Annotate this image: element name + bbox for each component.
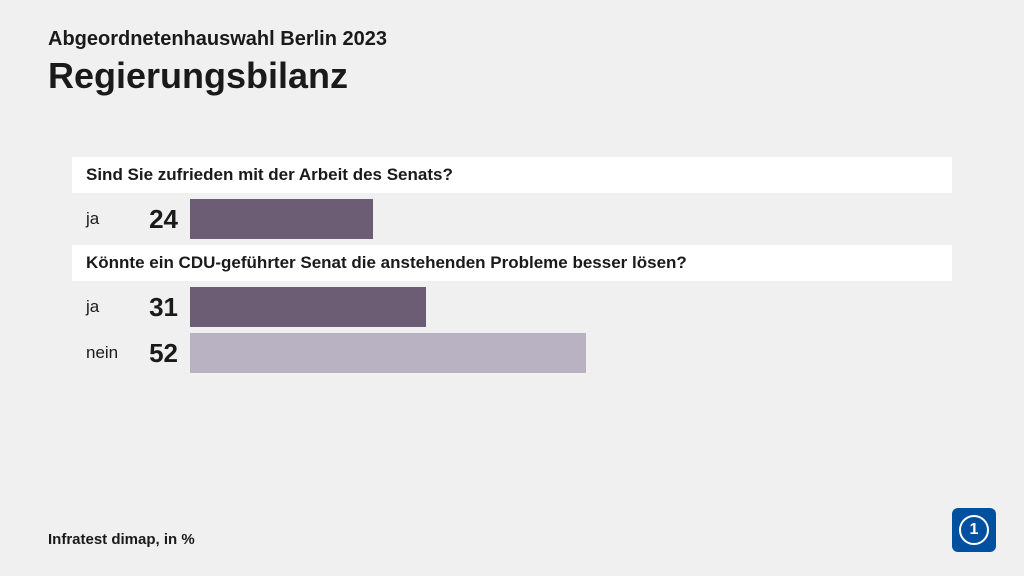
chart-area: Sind Sie zufrieden mit der Arbeit des Se… xyxy=(0,97,1024,373)
bar-label: nein xyxy=(72,343,134,363)
bar-fill xyxy=(190,333,586,373)
page-title: Regierungsbilanz xyxy=(48,55,976,97)
logo-circle-icon: 1 xyxy=(959,515,989,545)
bar-label: ja xyxy=(72,297,134,317)
bar-value: 24 xyxy=(134,204,190,235)
question-row: Könnte ein CDU-geführter Senat die anste… xyxy=(72,245,952,281)
bar-row: ja 24 xyxy=(72,199,952,239)
bar-value: 52 xyxy=(134,338,190,369)
question-row: Sind Sie zufrieden mit der Arbeit des Se… xyxy=(72,157,952,193)
bar-container xyxy=(190,333,952,373)
logo-text: 1 xyxy=(970,521,979,539)
bar-container xyxy=(190,287,952,327)
subtitle: Abgeordnetenhauswahl Berlin 2023 xyxy=(48,28,976,51)
source-name: Infratest dimap xyxy=(48,531,156,548)
footer-source: Infratest dimap, in % xyxy=(48,531,195,548)
bar-container xyxy=(190,199,952,239)
bar-fill xyxy=(190,199,373,239)
header: Abgeordnetenhauswahl Berlin 2023 Regieru… xyxy=(0,0,1024,97)
bar-row: nein 52 xyxy=(72,333,952,373)
ard-logo: 1 xyxy=(952,508,996,552)
bar-label: ja xyxy=(72,209,134,229)
bar-row: ja 31 xyxy=(72,287,952,327)
bar-value: 31 xyxy=(134,292,190,323)
bar-fill xyxy=(190,287,426,327)
source-unit: , in % xyxy=(156,531,195,548)
